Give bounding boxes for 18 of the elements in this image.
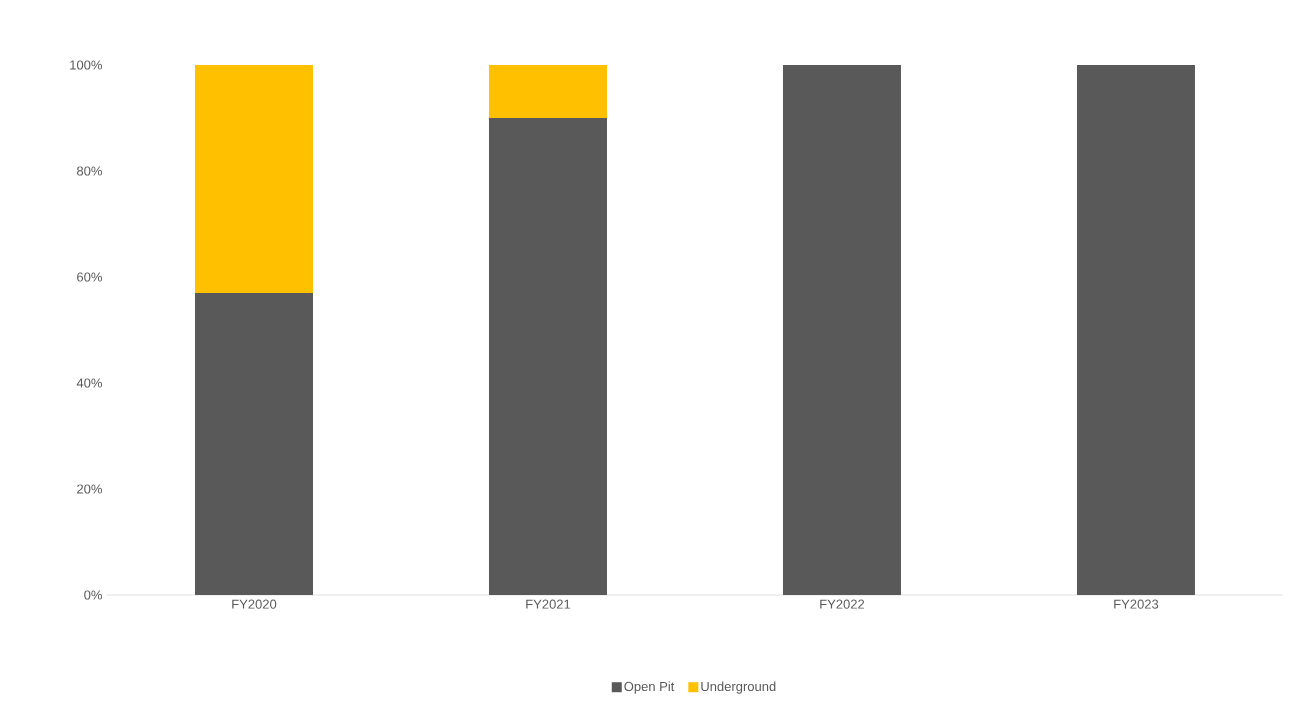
bar — [782, 64, 901, 595]
x-tick-label: FY2023 — [1114, 599, 1159, 609]
legend-label: Open Pit — [624, 681, 675, 694]
y-tick-label: 100% — [70, 60, 102, 70]
y-tick-label: 40% — [76, 378, 102, 388]
bar — [195, 64, 313, 293]
x-tick-label: FY2021 — [526, 599, 571, 609]
x-tick-label: FY2022 — [820, 599, 865, 609]
bar — [195, 292, 313, 595]
y-tick-label: 20% — [77, 484, 102, 494]
bar — [488, 117, 607, 595]
y-tick-label: 80% — [77, 166, 102, 176]
bar — [488, 64, 607, 118]
legend-label: Underground — [701, 681, 776, 694]
x-tick-label: FY2020 — [232, 599, 277, 609]
y-tick-label: 0% — [84, 590, 102, 600]
y-tick-label: 60% — [77, 272, 102, 282]
bar — [1076, 64, 1195, 595]
